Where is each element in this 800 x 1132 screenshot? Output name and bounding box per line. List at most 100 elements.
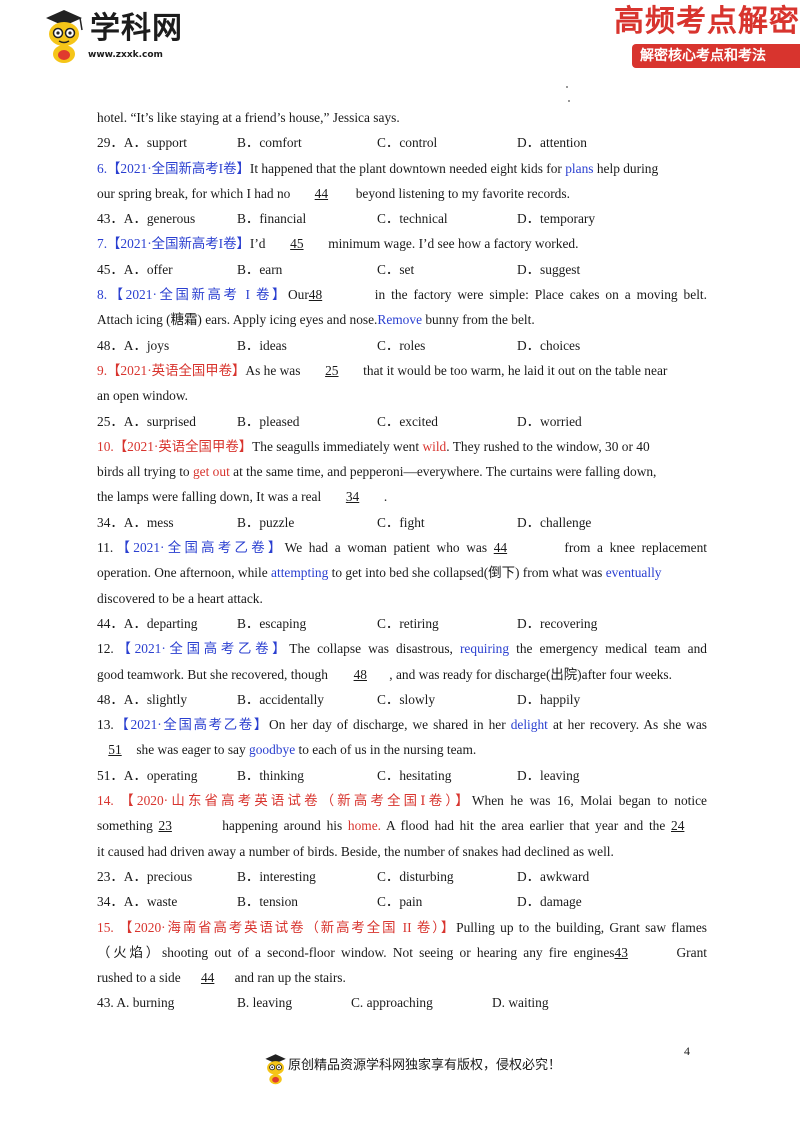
answer-option: 34．A．mess bbox=[97, 514, 174, 530]
answer-blank: 48 bbox=[308, 287, 323, 303]
text-run: to get into bed she collapsed(倒下) from w… bbox=[328, 565, 606, 581]
speck bbox=[568, 100, 570, 102]
question-source: 【2020·山东省高考英语试卷（新高考全国Ⅰ卷）】 bbox=[113, 793, 472, 809]
answer-option: D．happily bbox=[517, 691, 581, 707]
question-source: 【2021·全国高考乙卷】 bbox=[113, 540, 285, 556]
answer-option: D．damage bbox=[517, 894, 582, 910]
answer-option: C．disturbing bbox=[377, 868, 454, 884]
text-run: . They rushed to the window, 30 or 40 bbox=[446, 438, 650, 454]
text-run: operation. One afternoon, while bbox=[97, 565, 272, 581]
text-run: rushed to a side bbox=[97, 970, 181, 986]
answer-option: B．financial bbox=[237, 211, 307, 227]
text-line: 10.【2021·英语全国甲卷】The seagulls immediately… bbox=[97, 434, 707, 459]
answer-options: 25．A．surprised B．pleased C．excited D．worrie… bbox=[97, 409, 707, 434]
answer-options: 48．A．slightly B．accidentally C．slowly D．hap… bbox=[97, 687, 707, 712]
text-run: . bbox=[380, 489, 388, 505]
exercise-content: hotel. “It’s like staying at a friend’s … bbox=[97, 105, 707, 1016]
text-run: The collapse was disastrous, bbox=[289, 641, 460, 657]
text-run: A flood had hit the area earlier that ye… bbox=[381, 818, 672, 834]
zxxk-logo[interactable]: 学科网 www.zxxk.com bbox=[40, 8, 190, 64]
answer-blank: 45 bbox=[290, 236, 304, 252]
text-run: Our bbox=[287, 287, 309, 303]
text-line: 12.【2021·全国高考乙卷】The collapse was disastr… bbox=[97, 636, 707, 661]
text-run: our spring break, for which I had no bbox=[97, 185, 291, 201]
text-run: good teamwork. But she recovered, though bbox=[97, 666, 332, 682]
answer-option: 43. A. burning bbox=[97, 995, 175, 1011]
page-header: 学科网 www.zxxk.com 高频考点解密 解密核心考点和考法 bbox=[0, 0, 800, 102]
question-source: 【2021·全国高考乙卷】 bbox=[113, 717, 269, 733]
highlighted-word: plans bbox=[565, 160, 594, 176]
answer-option: D. waiting bbox=[492, 995, 549, 1011]
highlighted-word: goodbye bbox=[249, 742, 296, 758]
text-line: rushed to a side 44 and ran up the stairs. bbox=[97, 965, 707, 990]
text-line: 7.【2021·全国新高考I卷】I’d 45 minimum wage. I’d… bbox=[97, 231, 707, 256]
text-run: happening around his bbox=[216, 818, 348, 834]
text-line: something 23 happening around his home. … bbox=[97, 813, 707, 838]
question-source: 【2021·英语全国甲卷】 bbox=[113, 438, 253, 454]
text-line: it caused had driven away a number of bi… bbox=[97, 839, 707, 864]
highlighted-word: attempting bbox=[271, 565, 329, 581]
badge-subtitle: 解密核心考点和考法 bbox=[632, 44, 800, 68]
text-line: 8.【2021·全国新高考 I 卷】Our48 in the factory we… bbox=[97, 282, 707, 307]
answer-option: B．accidentally bbox=[237, 691, 325, 707]
answer-option: C．roles bbox=[377, 337, 426, 353]
text-run: the emergency medical team and bbox=[509, 641, 707, 657]
answer-option: D．attention bbox=[517, 135, 587, 151]
answer-option: D．recovering bbox=[517, 615, 598, 631]
highlighted-word: eventually bbox=[605, 565, 662, 581]
text-run: at her recovery. As she was bbox=[547, 717, 707, 733]
highlighted-word: get out bbox=[192, 464, 230, 480]
text-line: good teamwork. But she recovered, though… bbox=[97, 662, 707, 687]
answer-option: D．worried bbox=[517, 413, 582, 429]
logo-text: 学科网 bbox=[90, 11, 183, 46]
answer-options: 34．A．waste B．tension C．pain D．damage bbox=[97, 889, 707, 914]
answer-blank: 23 bbox=[158, 818, 172, 834]
answer-blank: 43 bbox=[614, 944, 628, 960]
speck bbox=[566, 86, 568, 88]
answer-blank: 44 bbox=[314, 185, 329, 201]
text-line: operation. One afternoon, while attempti… bbox=[97, 560, 707, 585]
text-run: It happened that the plant downtown need… bbox=[249, 160, 566, 176]
question-source: 【2021·全国新高考I卷】 bbox=[107, 160, 250, 176]
question-source: 【2021·全国新高考I卷】 bbox=[107, 236, 250, 252]
text-line: 15. 【2020·海南省高考英语试卷（新高考全国 II 卷）】Pulling … bbox=[97, 915, 707, 940]
text-run: an open window. bbox=[97, 388, 188, 404]
answer-options: 29．A．support B．comfort C．control D．attentio… bbox=[97, 130, 707, 155]
answer-option: 51．A．operating bbox=[97, 767, 198, 783]
text-run: We had a woman patient who was bbox=[284, 540, 494, 556]
text-run: When he was 16, Molai began to notice bbox=[471, 793, 707, 809]
topic-badge: 高频考点解密 解密核心考点和考法 bbox=[600, 0, 800, 74]
highlighted-word: delight bbox=[510, 717, 548, 733]
answer-option: C．hesitating bbox=[377, 767, 452, 783]
text-run: to each of us in the nursing team. bbox=[295, 742, 477, 758]
answer-blank: 24 bbox=[671, 818, 685, 834]
text-line: 13.【2021·全国高考乙卷】On her day of discharge,… bbox=[97, 712, 707, 737]
answer-option: D．leaving bbox=[517, 767, 580, 783]
question-source: 【2021·全国新高考 I 卷】 bbox=[107, 287, 288, 303]
highlighted-word: Remove bbox=[377, 312, 423, 328]
text-line: birds all trying to get out at the same … bbox=[97, 459, 707, 484]
text-run: that it would be too warm, he laid it ou… bbox=[359, 362, 668, 378]
text-line: our spring break, for which I had no 44 b… bbox=[97, 181, 707, 206]
text-run: As he was bbox=[245, 362, 304, 378]
text-run: bunny from the belt. bbox=[422, 312, 535, 328]
text-line: 11.【2021·全国高考乙卷】We had a woman patient w… bbox=[97, 535, 707, 560]
answer-option: B．ideas bbox=[237, 337, 287, 353]
text-run: hotel. “It’s like staying at a friend’s … bbox=[97, 110, 400, 125]
answer-option: 48．A．slightly bbox=[97, 691, 188, 707]
answer-blank: 48 bbox=[353, 666, 367, 682]
answer-option: C．slowly bbox=[377, 691, 436, 707]
answer-blank: 34 bbox=[345, 489, 360, 505]
answer-option: D．challenge bbox=[517, 514, 592, 530]
text-line: an open window. bbox=[97, 383, 707, 408]
answer-option: 45．A．offer bbox=[97, 261, 173, 277]
answer-option: 44．A．departing bbox=[97, 615, 198, 631]
text-run: On her day of discharge, we shared in he… bbox=[268, 717, 511, 733]
page-number: 4 bbox=[684, 1044, 690, 1058]
text-run: 12. bbox=[97, 641, 114, 657]
copyright-notice: 原创精品资源学科网独家享有版权，侵权必究！ bbox=[288, 1058, 562, 1073]
answer-option: B．pleased bbox=[237, 413, 300, 429]
answer-option: B．comfort bbox=[237, 135, 302, 151]
text-line: （火焰）shooting out of a second-floor windo… bbox=[97, 940, 707, 965]
answer-option: B．thinking bbox=[237, 767, 304, 783]
